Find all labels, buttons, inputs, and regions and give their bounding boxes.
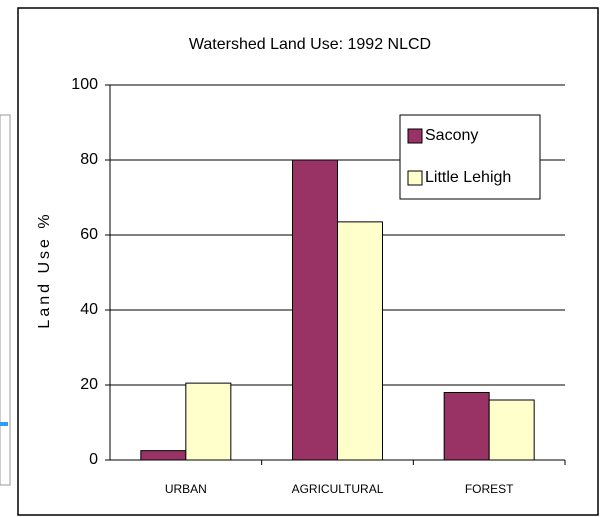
y-tick-label: 80 <box>80 151 98 168</box>
legend-label: Sacony <box>425 127 478 144</box>
y-axis-label: Land Use % <box>36 211 53 328</box>
legend-swatch <box>407 170 423 186</box>
y-tick-label: 20 <box>80 376 98 393</box>
bar <box>185 382 232 461</box>
y-tick-label: 0 <box>89 451 98 468</box>
legend-box <box>399 114 541 200</box>
legend-swatch <box>407 128 423 144</box>
bar <box>140 450 187 461</box>
x-tick-label: FOREST <box>465 482 514 496</box>
y-tick-label: 100 <box>71 76 98 93</box>
bar <box>337 221 383 461</box>
bar <box>292 159 338 461</box>
bar <box>488 399 535 461</box>
chart-title: Watershed Land Use: 1992 NLCD <box>189 36 431 53</box>
y-tick-label: 40 <box>80 301 98 318</box>
legend-label: Little Lehigh <box>425 169 511 186</box>
bar <box>443 392 490 461</box>
side-panel <box>0 114 11 486</box>
x-tick-label: AGRICULTURAL <box>292 482 384 496</box>
x-tick-label: URBAN <box>165 482 207 496</box>
side-marker <box>0 422 8 426</box>
y-tick-label: 60 <box>80 226 98 243</box>
